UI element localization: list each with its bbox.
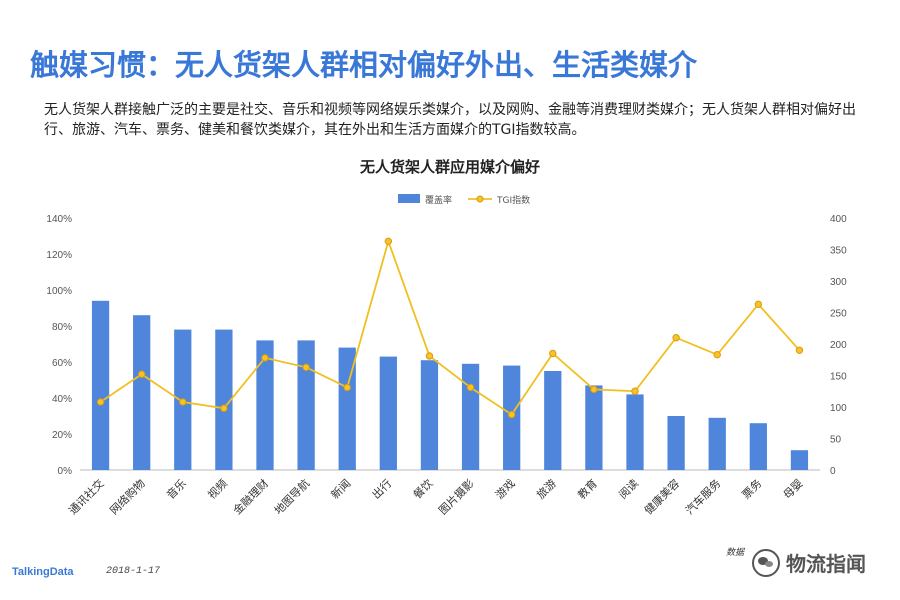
x-tick-label: 旅游	[533, 476, 558, 501]
tgi-point	[713, 351, 721, 359]
tgi-point	[179, 398, 187, 406]
bar	[91, 300, 110, 470]
bar	[256, 340, 274, 470]
y-right-tick-label: 50	[830, 435, 842, 446]
watermark-text: 物流指闻	[786, 552, 866, 576]
watermark: 物流指闻	[752, 548, 866, 577]
y-left-tick-label: 20%	[52, 430, 72, 441]
x-tick-label: 出行	[369, 476, 394, 501]
legend-line-label: TGI指数	[496, 194, 530, 206]
x-tick-label: 餐饮	[410, 476, 435, 501]
y-right-tick-label: 400	[830, 214, 847, 225]
bar	[544, 371, 562, 470]
y-left-tick-label: 60%	[52, 358, 72, 369]
tgi-point	[590, 385, 598, 394]
x-tick-label: 教育	[575, 476, 600, 501]
y-right-tick-label: 100	[830, 403, 847, 414]
y-right-tick-label: 150	[830, 372, 847, 383]
tgi-point	[384, 237, 393, 246]
x-tick-label: 地图导航	[271, 476, 312, 517]
bar	[379, 356, 397, 470]
y-left-tick-label: 100%	[46, 286, 72, 297]
tgi-point	[795, 346, 804, 354]
tgi-point	[425, 352, 434, 360]
y-right-tick-label: 250	[830, 309, 847, 320]
bar	[585, 385, 603, 470]
y-right-tick-label: 200	[830, 340, 847, 351]
tgi-line	[100, 238, 801, 416]
y-left-tick-label: 120%	[46, 250, 72, 261]
tgi-point	[754, 300, 763, 309]
source-note: 数据	[726, 548, 745, 558]
footer-date: 2018-1-17	[106, 566, 161, 577]
tgi-point	[343, 383, 351, 392]
tgi-point	[220, 404, 228, 412]
bar	[461, 363, 480, 470]
y-right-tick-label: 300	[830, 277, 847, 288]
chart-title: 无人货架人群应用媒介偏好	[359, 158, 540, 176]
tgi-point	[549, 349, 557, 358]
bar	[749, 423, 767, 470]
bar	[338, 347, 356, 470]
legend-line-marker	[476, 195, 484, 203]
bar	[297, 340, 315, 470]
x-tick-label: 金融理财	[230, 476, 271, 517]
y-right-tick-label: 0	[830, 466, 836, 477]
legend-bar-label: 覆盖率	[425, 194, 452, 206]
x-tick-label: 游戏	[493, 477, 518, 502]
tgi-point	[672, 334, 680, 342]
bar	[133, 315, 151, 470]
x-tick-label: 汽车服务	[682, 476, 723, 517]
talkingdata-logo: TalkingData	[12, 566, 74, 578]
x-tick-label: 图片摄影	[436, 476, 477, 517]
bar	[420, 360, 439, 470]
x-tick-label: 网络购物	[107, 476, 148, 517]
y-left-tick-label: 80%	[52, 322, 72, 333]
bar	[215, 329, 233, 470]
x-tick-label: 视频	[205, 476, 230, 501]
bar	[626, 394, 644, 470]
tgi-point	[302, 363, 310, 372]
x-tick-label: 母婴	[781, 477, 806, 502]
tgi-point	[631, 387, 639, 395]
x-tick-label: 票务	[740, 477, 765, 502]
tgi-point	[507, 410, 516, 419]
x-tick-label: 通讯社交	[66, 476, 107, 517]
x-tick-label: 健康美容	[641, 476, 682, 517]
page-subtitle: 无人货架人群接触广泛的主要是社交、音乐和视频等网络娱乐类媒介，以及网购、金融等消…	[44, 102, 856, 138]
y-left-tick-label: 0%	[58, 466, 73, 477]
y-right-tick-label: 350	[830, 246, 847, 257]
y-left-tick-label: 40%	[52, 394, 72, 405]
x-tick-label: 新闻	[328, 476, 353, 501]
tgi-point	[261, 354, 269, 362]
tgi-point	[96, 398, 105, 406]
x-tick-label: 音乐	[163, 476, 188, 501]
y-left-tick-label: 140%	[46, 214, 72, 225]
x-tick-label: 阅读	[616, 476, 641, 501]
bar	[708, 417, 726, 470]
tgi-point	[137, 370, 146, 378]
legend-bar-swatch	[398, 194, 420, 203]
page-title: 触媒习惯：无人货架人群相对偏好外出、生活类媒介	[30, 48, 698, 82]
wechat-icon	[752, 548, 780, 577]
bar	[790, 450, 809, 470]
tgi-point	[466, 383, 475, 392]
bar	[667, 416, 685, 470]
